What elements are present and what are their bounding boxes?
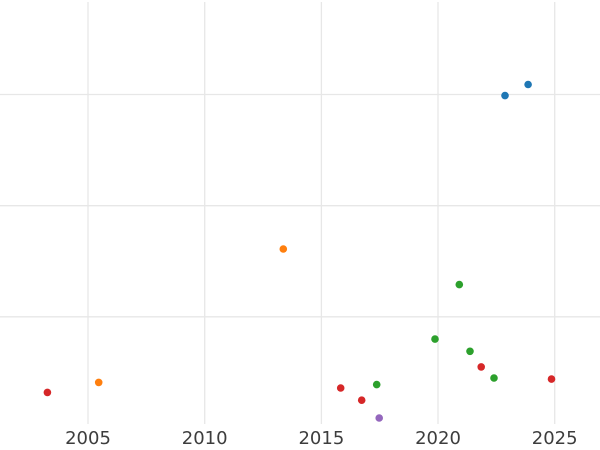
data-point-red [336,384,345,392]
data-point-green [372,380,381,389]
series-orange [94,245,288,387]
x-tick-label: 2010 [182,428,228,449]
series-purple [375,414,384,422]
data-point-green [466,347,474,356]
data-point-orange [94,378,103,387]
x-tick-label: 2025 [532,428,578,449]
vertical-gridlines [87,2,556,424]
horizontal-gridlines [0,93,600,318]
series-blue [501,80,532,100]
data-point-blue [524,80,532,89]
data-point-orange [279,245,288,253]
data-point-red [477,363,486,371]
x-tick-label: 2015 [298,428,344,449]
data-point-red [357,396,366,405]
data-point-green [490,374,498,382]
series-green [372,280,498,389]
data-point-green [431,335,439,343]
data-point-blue [501,91,509,100]
data-point-purple [375,414,384,422]
series-red [43,363,556,405]
x-tick-label: 2005 [65,428,111,449]
data-point-red [43,388,52,397]
data-point-red [547,375,556,383]
x-axis-tick-labels: 2005 2010 2015 2020 2025 [65,428,578,449]
data-point-green [455,280,464,289]
x-tick-label: 2020 [415,428,461,449]
